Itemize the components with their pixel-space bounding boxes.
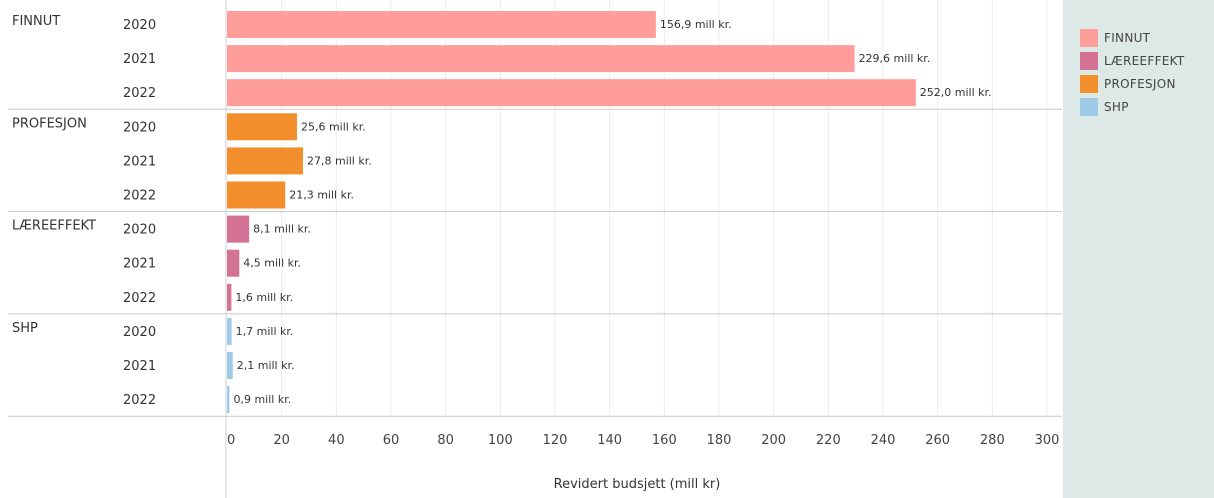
data-label: 1,6 mill kr. — [235, 291, 293, 304]
legend-swatch — [1080, 98, 1098, 116]
bar — [227, 11, 656, 38]
year-label: 2020 — [123, 18, 156, 33]
group-label: PROFESJON — [12, 116, 87, 131]
x-tick-label: 0 — [227, 433, 235, 448]
group-label: FINNUT — [12, 14, 60, 29]
legend-label: LÆREEFFEKT — [1104, 54, 1185, 68]
bar — [227, 352, 233, 379]
x-tick-label: 160 — [652, 433, 677, 448]
data-label: 1,7 mill kr. — [236, 325, 294, 338]
x-axis-title: Revidert budsjett (mill kr) — [554, 477, 721, 492]
bar — [227, 113, 297, 141]
x-tick-label: 300 — [1035, 433, 1060, 448]
bar — [227, 283, 232, 311]
legend-item-shp[interactable]: SHP — [1080, 97, 1129, 117]
legend-swatch — [1080, 52, 1098, 70]
data-label: 156,9 mill kr. — [660, 18, 732, 31]
data-label: 252,0 mill kr. — [920, 86, 992, 99]
year-label: 2022 — [123, 393, 156, 408]
bar — [227, 249, 240, 277]
x-tick-label: 240 — [871, 433, 896, 448]
bar — [227, 45, 855, 73]
x-tick-label: 120 — [543, 433, 568, 448]
legend-item-laereeffekt[interactable]: LÆREEFFEKT — [1080, 51, 1185, 71]
year-label: 2021 — [123, 359, 156, 374]
group-label: LÆREEFFEKT — [12, 219, 96, 234]
legend-label: PROFESJON — [1104, 77, 1176, 91]
legend-swatch — [1080, 29, 1098, 47]
year-label: 2022 — [123, 86, 156, 101]
x-tick-label: 220 — [816, 433, 841, 448]
legend-item-finnut[interactable]: FINNUT — [1080, 28, 1150, 48]
legend-label: FINNUT — [1104, 31, 1151, 45]
x-tick-label: 20 — [273, 433, 290, 448]
bar — [227, 147, 303, 175]
x-tick-label: 80 — [437, 433, 454, 448]
legend: FINNUT LÆREEFFEKT PROFESJON SHP — [1063, 0, 1214, 498]
bar-chart: FINNUT 2020 156,9 mill kr. 2021 229,6 mill k… — [8, 0, 1062, 498]
year-label: 2021 — [123, 257, 156, 272]
year-label: 2021 — [123, 52, 156, 67]
bar — [227, 386, 230, 414]
year-label: 2022 — [123, 291, 156, 306]
data-label: 27,8 mill kr. — [307, 154, 372, 167]
data-label: 2,1 mill kr. — [237, 359, 295, 372]
legend-item-profesjon[interactable]: PROFESJON — [1080, 74, 1176, 94]
x-tick-label: 280 — [980, 433, 1005, 448]
bar — [227, 181, 286, 209]
bar — [227, 79, 916, 107]
data-label: 0,9 mill kr. — [233, 393, 291, 406]
x-tick-label: 180 — [707, 433, 732, 448]
year-label: 2020 — [123, 325, 156, 340]
data-label: 21,3 mill kr. — [289, 189, 354, 202]
x-tick-label: 100 — [488, 433, 513, 448]
bar — [227, 215, 250, 243]
year-label: 2021 — [123, 154, 156, 169]
x-tick-label: 60 — [383, 433, 400, 448]
data-label: 25,6 mill kr. — [301, 120, 366, 133]
group-label: SHP — [12, 321, 38, 336]
data-label: 229,6 mill kr. — [859, 52, 931, 65]
x-tick-label: 140 — [597, 433, 622, 448]
year-label: 2020 — [123, 120, 156, 135]
x-tick-label: 40 — [328, 433, 345, 448]
data-label: 8,1 mill kr. — [253, 223, 311, 236]
bar — [227, 317, 232, 345]
data-label: 4,5 mill kr. — [243, 257, 301, 270]
x-tick-label: 200 — [761, 433, 786, 448]
x-tick-label: 260 — [925, 433, 950, 448]
legend-swatch — [1080, 75, 1098, 93]
year-label: 2022 — [123, 189, 156, 204]
year-label: 2020 — [123, 223, 156, 238]
legend-label: SHP — [1104, 100, 1129, 114]
